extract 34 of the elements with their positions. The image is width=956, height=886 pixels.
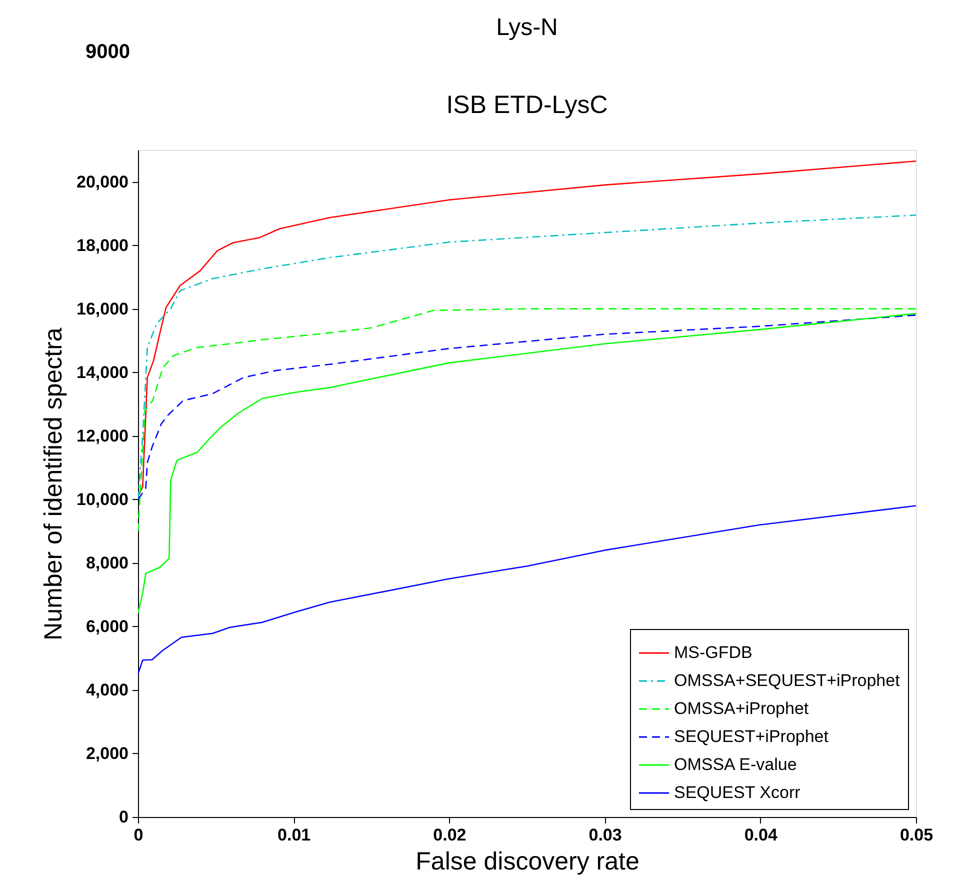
legend-label: OMSSA E-value xyxy=(674,755,797,774)
text: 9000 xyxy=(86,41,130,63)
line-series xyxy=(138,214,916,500)
y-tick-label: 2,000 xyxy=(86,744,128,763)
legend-label: OMSSA+SEQUEST+iProphet xyxy=(674,671,900,690)
line-series xyxy=(138,308,916,532)
x-tick-label: 0.01 xyxy=(278,826,311,844)
x-axis-title: False discovery rate xyxy=(416,848,640,876)
y-tick-label: 6,000 xyxy=(86,616,128,636)
legend-label: SEQUEST+iProphet xyxy=(674,727,829,746)
x-tick-label: 0.04 xyxy=(744,826,778,844)
legend-label: MS-GFDB xyxy=(674,643,752,662)
legend-label: OMSSA+iProphet xyxy=(674,699,809,718)
y-axis-title: Number of identified spectra xyxy=(40,328,68,640)
line-series xyxy=(138,312,916,614)
y-tick-label: 4,000 xyxy=(86,680,128,700)
x-tick-label: 0 xyxy=(134,826,144,844)
line-series xyxy=(138,160,916,497)
legend-label: SEQUEST Xcorr xyxy=(674,783,801,802)
line-series xyxy=(138,314,916,500)
text: Lys-N xyxy=(496,14,558,41)
y-tick-label: 0 xyxy=(119,808,128,826)
y-tick-label: 12,000 xyxy=(76,426,128,446)
y-tick-label: 16,000 xyxy=(76,299,128,318)
chart-title: ISB ETD-LysC xyxy=(446,91,608,119)
x-tick-label: 0.05 xyxy=(900,826,934,844)
line-series xyxy=(138,505,916,675)
y-tick-label: 20,000 xyxy=(76,172,128,192)
y-tick-label: 10,000 xyxy=(76,490,128,509)
y-tick-label: 8,000 xyxy=(86,553,128,572)
x-tick-label: 0.03 xyxy=(588,826,622,844)
x-tick-label: 0.02 xyxy=(433,826,466,844)
y-tick-label: 18,000 xyxy=(76,236,128,255)
y-tick-label: 14,000 xyxy=(76,362,128,382)
